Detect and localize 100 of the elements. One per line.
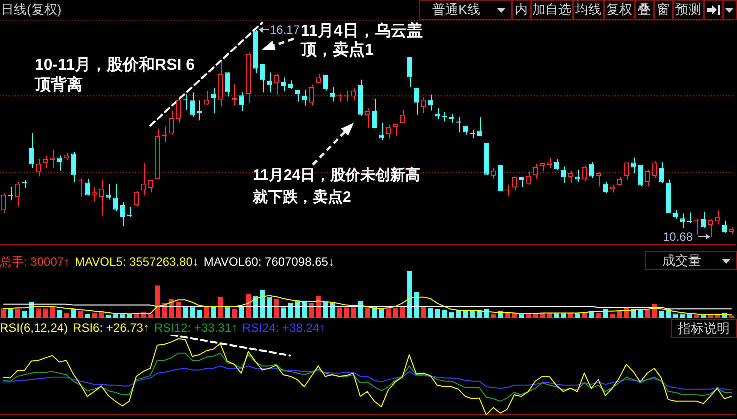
candlestick	[714, 210, 720, 226]
candlestick	[210, 88, 216, 114]
candlestick	[176, 96, 182, 124]
series-label: RSI12: +33.31↑	[154, 321, 238, 335]
bar	[274, 299, 280, 318]
bar	[204, 307, 210, 318]
bar	[428, 308, 434, 318]
candlestick	[414, 88, 420, 116]
candlestick	[476, 117, 482, 137]
bar	[378, 308, 384, 318]
bar	[294, 300, 300, 318]
bar	[358, 301, 364, 318]
candlestick	[196, 100, 202, 122]
candlestick	[28, 132, 34, 169]
candlestick	[260, 64, 266, 94]
candlestick	[36, 158, 42, 177]
chart-title: 日线(复权)	[1, 2, 62, 17]
bar	[224, 306, 230, 318]
bar	[176, 302, 182, 318]
candlestick	[266, 72, 272, 94]
bar	[302, 302, 308, 318]
candlestick	[294, 90, 300, 102]
candlestick	[168, 110, 174, 136]
bar	[36, 308, 42, 318]
bar	[8, 310, 14, 318]
text: 普通K线	[432, 2, 480, 17]
text: MAVOL5: 3557263.80↓	[75, 255, 199, 269]
bar	[392, 308, 398, 318]
candlestick	[596, 172, 602, 188]
bar	[210, 307, 216, 318]
candlestick	[442, 112, 448, 122]
text: 预测	[676, 2, 702, 17]
bar	[266, 296, 272, 318]
text: 总手: 30007↑	[0, 255, 70, 269]
candlestick	[406, 56, 412, 88]
bar	[154, 286, 160, 318]
series-label: RSI6: +26.73↑	[73, 321, 150, 335]
candlestick	[112, 183, 118, 212]
bar	[414, 292, 420, 318]
bar	[330, 303, 336, 318]
annotation: 指标说明	[678, 321, 730, 336]
candlestick	[224, 72, 230, 98]
bar	[400, 306, 406, 318]
candlestick	[238, 92, 244, 112]
candlestick	[140, 162, 146, 196]
bar	[350, 308, 356, 318]
bar	[50, 306, 56, 318]
bar	[280, 308, 286, 318]
candlestick	[582, 165, 588, 182]
bar	[238, 307, 244, 318]
bar	[0, 308, 6, 318]
bar	[218, 297, 224, 318]
text: 加自选	[532, 2, 572, 17]
annotation: 16.17	[270, 23, 300, 37]
candlestick	[490, 168, 496, 180]
candlestick	[658, 162, 664, 184]
candlestick	[574, 169, 580, 183]
bar	[232, 310, 238, 318]
candlestick	[644, 169, 650, 188]
bar	[322, 302, 328, 318]
text: 复权	[606, 2, 632, 17]
candlestick	[638, 164, 644, 188]
bar	[386, 308, 392, 318]
candlestick	[280, 77, 286, 92]
annotation: 10.68	[663, 230, 694, 244]
bar	[70, 310, 76, 318]
text: 均线	[576, 2, 602, 17]
annotation: 10-11月，股价和RSI 6顶背离	[35, 57, 196, 94]
candlestick	[84, 178, 90, 196]
candlestick	[372, 98, 378, 129]
candlestick	[330, 86, 336, 102]
candlestick	[652, 160, 658, 179]
candlestick	[588, 162, 594, 179]
bar	[666, 310, 672, 318]
candlestick	[708, 219, 714, 238]
candlestick	[70, 152, 76, 183]
candlestick	[120, 202, 126, 228]
text: MAVOL60: 7607098.65↓	[204, 255, 334, 269]
candlestick	[568, 170, 574, 184]
candlestick	[512, 176, 518, 192]
candlestick	[218, 61, 224, 108]
annotation: 11月24日，股价未创新高就下跌，卖点2	[253, 167, 421, 206]
candlestick	[56, 155, 62, 172]
candlestick	[308, 84, 314, 106]
text: 成交量	[662, 253, 702, 268]
text: 窗	[657, 2, 670, 17]
chart-title: RSI(6,12,24)	[0, 321, 68, 335]
bar	[190, 306, 196, 318]
candlestick	[350, 88, 356, 102]
bar	[288, 302, 294, 318]
bar	[344, 308, 350, 318]
bar	[308, 303, 314, 318]
candlestick	[624, 162, 630, 180]
candlestick	[364, 108, 370, 129]
annotation: 11月4日，乌云盖顶，卖点1	[301, 23, 423, 59]
bar	[336, 308, 342, 318]
candlestick	[190, 92, 196, 118]
bar	[434, 309, 440, 318]
candlestick	[134, 190, 140, 208]
bar	[406, 271, 412, 318]
